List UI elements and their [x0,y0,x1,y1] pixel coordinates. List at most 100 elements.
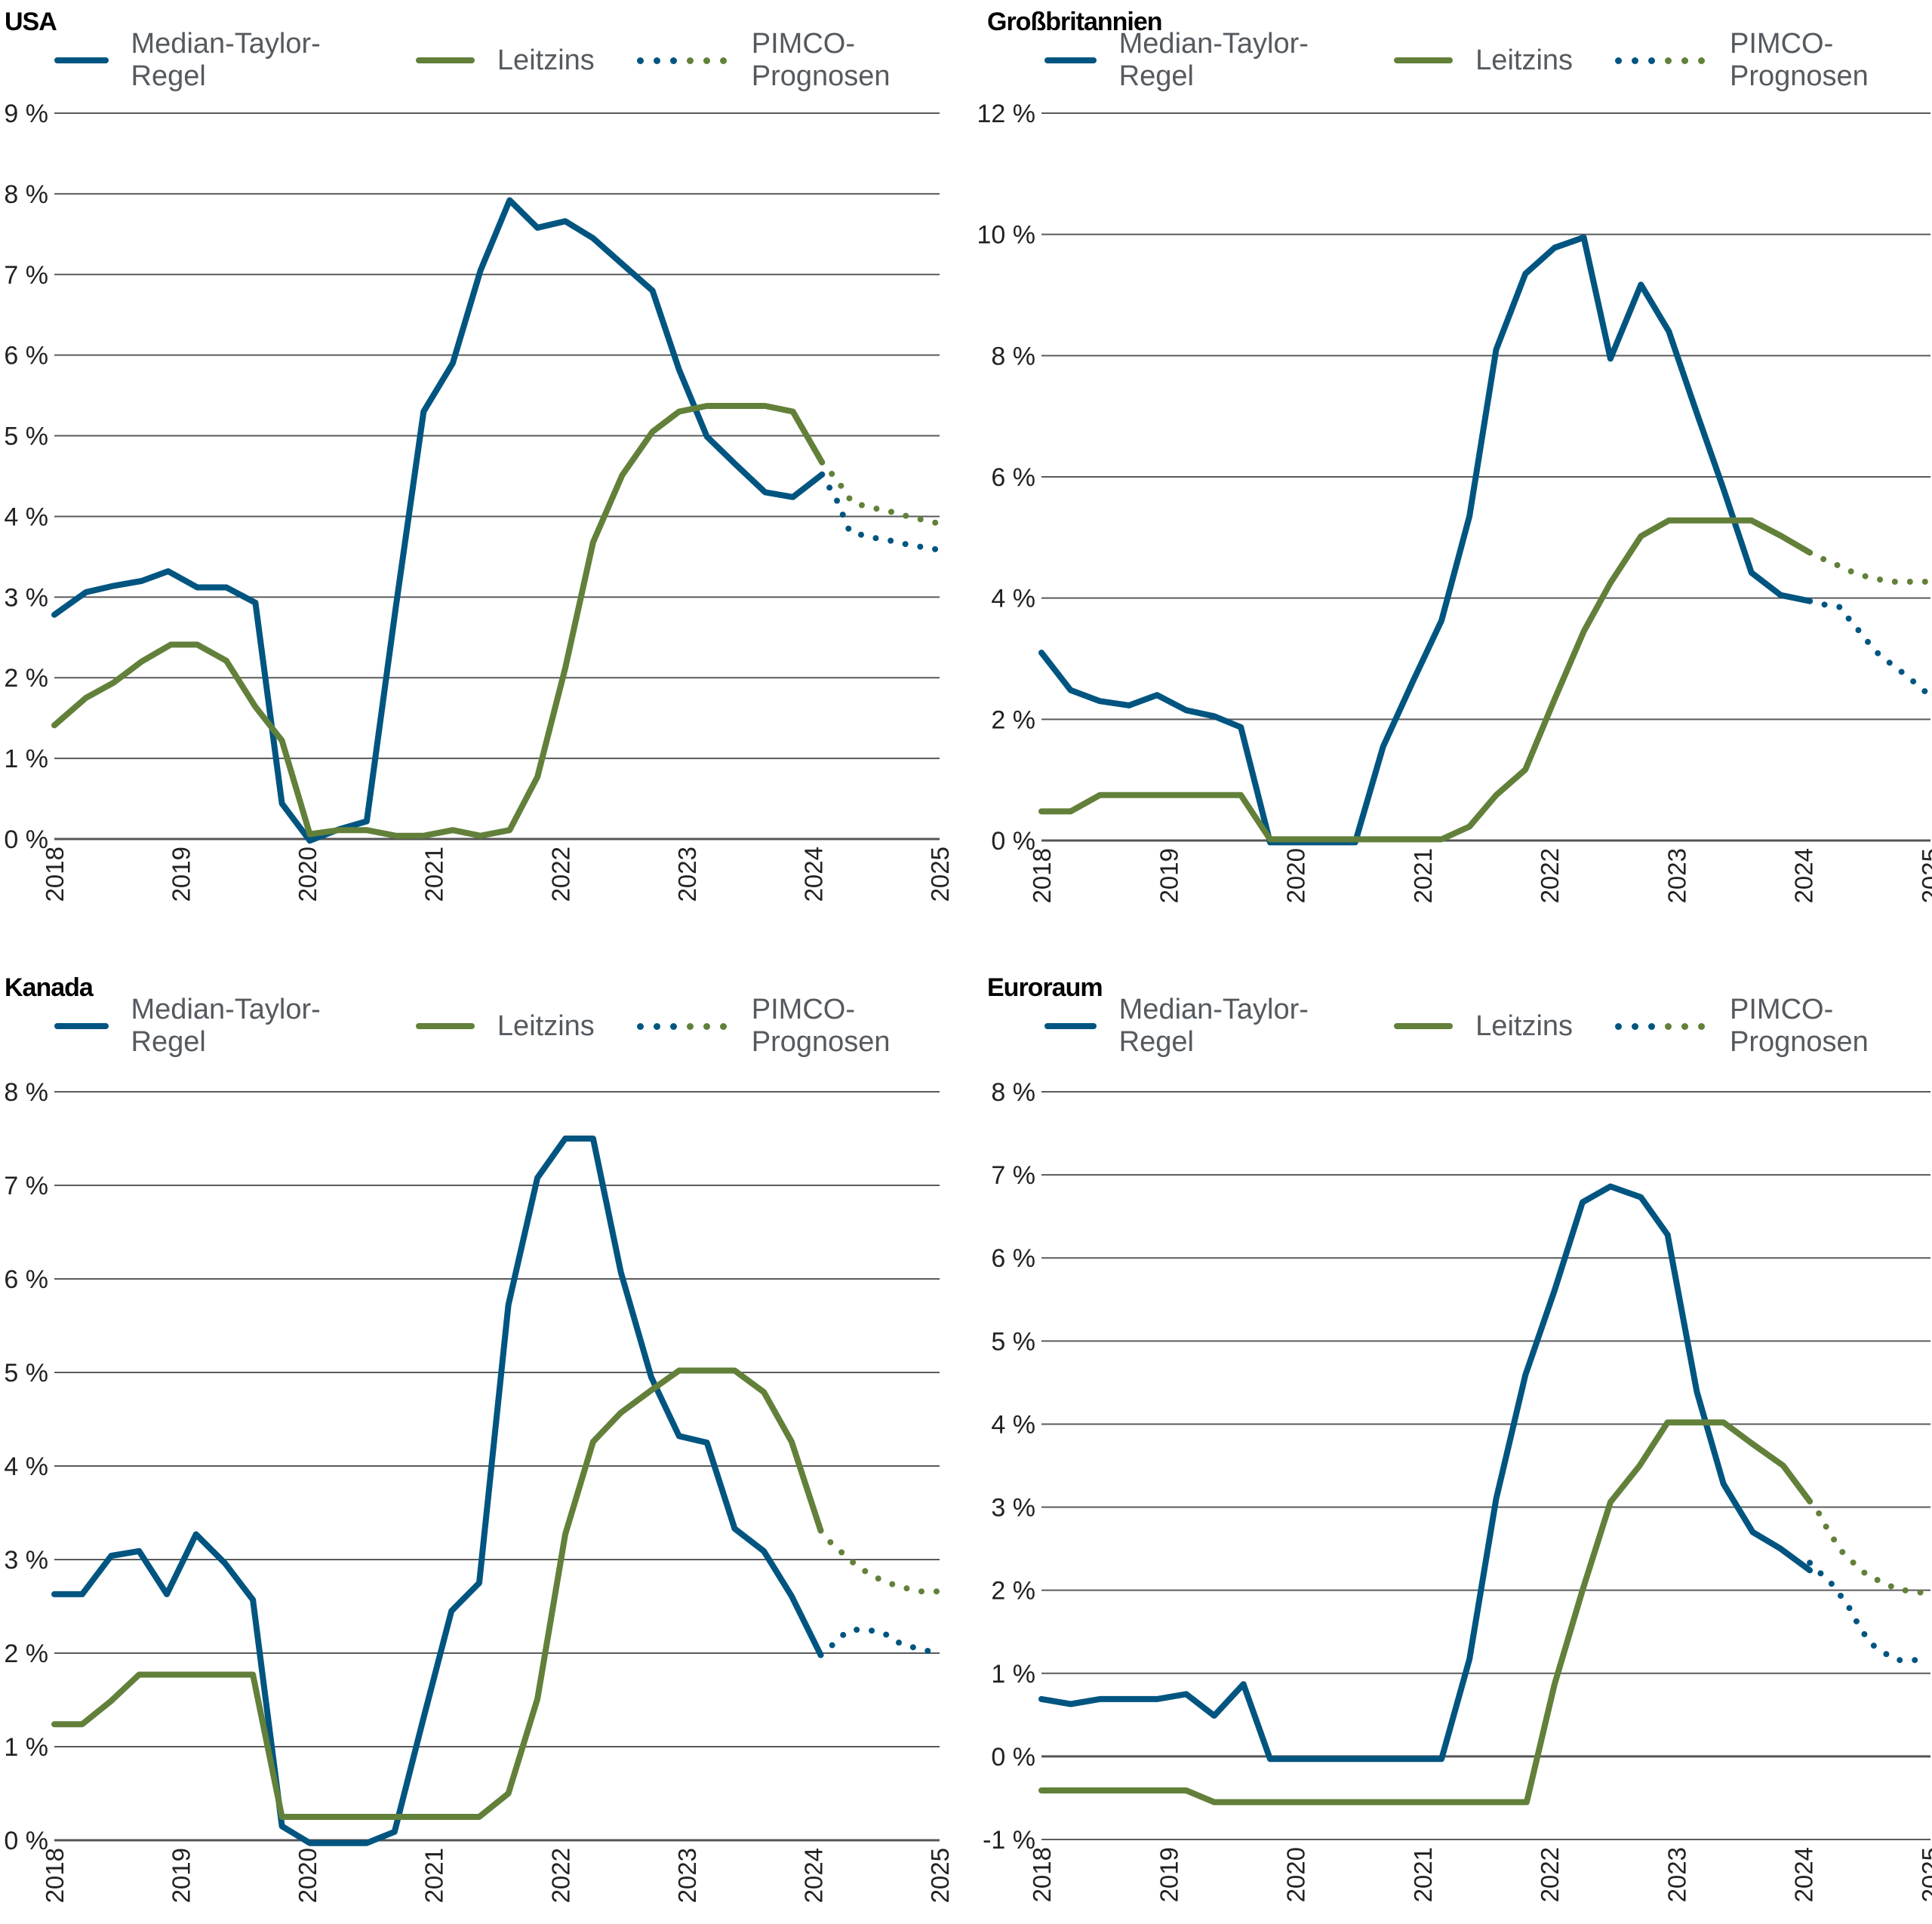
legend-label-rate: Leitzins [1475,1010,1574,1042]
forecast-line-taylor-rule [817,1627,942,1658]
legend-item-rate: Leitzins [1394,45,1573,77]
x-tick-label: 2025 [926,1848,954,1903]
forecast-line-policy-rate [817,1527,942,1595]
chart-plot: 0 % 1 % 2 % 3 % 4 % 5 % 6 % 7 % 8 % 2018 2019 2020 2… [4,1078,954,1903]
legend: Median-Taylor-Regel Leitzins PIMCO-Progn… [54,994,966,1058]
y-tick-label: 2 % [991,705,1035,734]
x-tick-label: 2025 [1917,1847,1932,1902]
series-line-policy-rate [51,403,826,839]
x-tick-label: 2019 [168,1848,195,1903]
x-tick-label: 2022 [546,1848,574,1903]
forecast-line-policy-rate [1807,1498,1931,1597]
legend-label-forecast: PIMCO-Prognosen [751,994,891,1058]
legend-item-taylor: Median-Taylor-Regel [1044,28,1352,93]
y-tick-label: 3 % [4,583,48,612]
legend: Median-Taylor-Regel Leitzins PIMCO-Progn… [1044,28,1932,92]
legend-item-taylor: Median-Taylor-Regel [54,28,374,93]
forecast-line-taylor-rule [1807,1560,1931,1664]
x-tick-label: 2020 [294,1848,321,1903]
x-tick-label: 2023 [673,1848,701,1903]
chart-title: Euroraum [987,973,1103,1002]
legend-label-forecast: PIMCO-Prognosen [1730,28,1869,92]
y-tick-label: 6 % [4,1265,48,1294]
y-tick-label: 4 % [4,503,48,531]
legend-swatch-rate [1394,1023,1454,1029]
legend-item-rate: Leitzins [415,1010,595,1043]
legend-label-forecast: PIMCO-Prognosen [1730,994,1869,1058]
y-tick-label: 4 % [991,1410,1035,1439]
x-tick-label: 2018 [41,1848,69,1903]
y-tick-label: 3 % [991,1494,1035,1523]
x-tick-label: 2018 [41,847,69,902]
y-tick-label: 2 % [4,664,48,693]
x-tick-label: 2019 [168,847,195,902]
chart-title: USA [5,8,57,36]
chart-title: Großbritannien [987,8,1163,36]
series-line-taylor-rule [1038,1183,1814,1763]
forecast-line-policy-rate [819,459,943,527]
x-tick-label: 2025 [1917,848,1932,903]
legend-swatch-forecast [1615,57,1715,64]
forecast-line-policy-rate [1807,549,1932,585]
legend-item-taylor: Median-Taylor-Regel [54,994,374,1059]
legend-item-forecast: PIMCO-Prognosen [1615,28,1932,93]
x-tick-label: 2021 [1409,1847,1437,1902]
legend-item-forecast: PIMCO-Prognosen [636,28,966,93]
legend-swatch-forecast [636,57,737,64]
legend-label-taylor: Median-Taylor-Regel [131,28,321,92]
legend-label-rate: Leitzins [497,44,595,76]
legend-item-rate: Leitzins [415,44,595,77]
y-tick-label: 8 % [4,1078,48,1107]
y-tick-label: 0 % [4,825,48,854]
series-line-policy-rate [1038,1419,1814,1806]
y-tick-label: 0 % [4,1827,48,1855]
x-tick-label: 2023 [1663,848,1690,903]
y-tick-label: 1 % [4,745,48,773]
legend-item-forecast: PIMCO-Prognosen [1615,994,1932,1059]
panel-usa: USA Median-Taylor-Regel Leitzins PIMCO-P… [0,0,966,958]
legend-swatch-rate [1394,57,1454,63]
y-tick-label: 2 % [4,1640,48,1668]
legend-item-forecast: PIMCO-Prognosen [636,994,966,1059]
y-tick-label: 4 % [991,585,1035,613]
series-line-policy-rate [1038,517,1814,843]
y-tick-label: 7 % [4,261,48,290]
legend-label-rate: Leitzins [497,1010,595,1042]
y-tick-label: 7 % [991,1161,1035,1190]
y-tick-label: 2 % [991,1577,1035,1606]
x-tick-label: 2019 [1155,848,1183,903]
x-tick-label: 2024 [799,847,827,902]
series-line-taylor-rule [1038,234,1814,846]
y-tick-label: 4 % [4,1452,48,1481]
series-line-taylor-rule [51,1136,824,1846]
y-tick-label: 0 % [991,1743,1035,1772]
legend-swatch-rate [415,1023,475,1029]
forecast-line-taylor-rule [819,471,940,553]
legend-swatch-forecast [636,1022,737,1030]
x-tick-label: 2025 [926,847,954,902]
legend-item-taylor: Median-Taylor-Regel [1044,994,1352,1059]
y-tick-label: 7 % [4,1172,48,1200]
x-tick-label: 2023 [673,847,701,902]
y-tick-label: 5 % [991,1327,1035,1356]
x-tick-label: 2022 [546,847,574,902]
x-tick-label: 2024 [1790,848,1818,903]
legend: Median-Taylor-Regel Leitzins PIMCO-Progn… [1044,994,1932,1058]
x-tick-label: 2019 [1155,1847,1183,1902]
x-tick-label: 2021 [420,847,448,902]
legend-swatch-forecast [1615,1022,1715,1030]
legend-swatch-taylor [54,1023,109,1029]
x-tick-label: 2021 [1409,848,1437,903]
chart-plot: 0 % 2 % 4 % 6 % 8 % 10 % 12 % 2018 2019 2020 2021 2… [977,100,1932,903]
y-tick-label: 8 % [991,342,1035,370]
y-tick-label: 5 % [4,423,48,451]
legend-swatch-taylor [1044,57,1097,63]
y-tick-label: 9 % [4,100,48,128]
x-tick-label: 2022 [1536,848,1564,903]
x-tick-label: 2018 [1028,848,1056,903]
legend-label-taylor: Median-Taylor-Regel [131,994,321,1058]
forecast-line-taylor-rule [1807,598,1932,699]
x-tick-label: 2020 [1282,848,1310,903]
x-tick-label: 2020 [294,847,321,902]
panel-uk: Großbritannien Median-Taylor-Regel Leitz… [966,0,1932,958]
